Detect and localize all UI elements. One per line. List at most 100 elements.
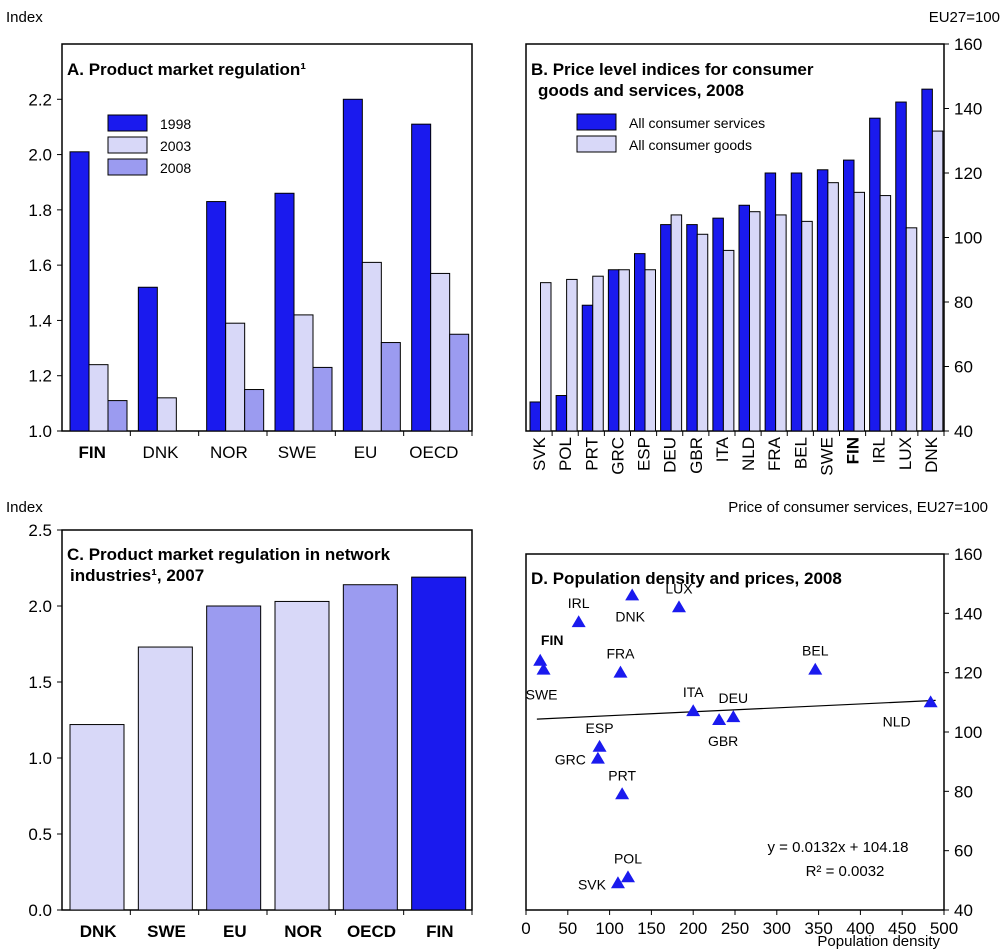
panel-d: Price of consumer services, EU27=100 D. … (521, 499, 988, 950)
panel-b-xtick-gbr: GBR (687, 437, 706, 474)
panel-b-bar-bel-goods (801, 220, 813, 432)
panel-d-label-dnk: DNK (615, 609, 645, 625)
panel-b-bar-deu-goods (670, 214, 683, 432)
panel-a-ytick-label: 1.8 (28, 201, 52, 220)
panel-b-xtick-svk: SVK (530, 436, 549, 471)
panel-d-xtick-label: 0 (521, 919, 530, 938)
panel-b-bar-grc-services (607, 269, 620, 432)
panel-a-bar-nor-2008 (244, 389, 265, 432)
panel-b-bar-gbr-goods (696, 233, 709, 432)
panel-d-label-gbr: GBR (708, 733, 738, 749)
panel-d-label-svk: SVK (578, 876, 607, 892)
panel-b-legend-label-goods: All consumer goods (629, 137, 752, 153)
panel-b-xtick-lux: LUX (896, 437, 915, 470)
panel-b-bar-nld-services (738, 204, 750, 432)
panel-a-ytick-label: 1.4 (28, 311, 52, 330)
panel-d-ytick-label: 160 (954, 545, 982, 564)
panel-b-xtick-irl: IRL (870, 437, 889, 463)
panel-c-xtick-dnk: DNK (80, 922, 118, 941)
panel-d-point-esp (592, 739, 607, 752)
panel-b-bar-gbr-services (686, 224, 698, 432)
panel-d-point-swe (536, 662, 551, 675)
panel-d-label-lux: LUX (665, 580, 693, 596)
panel-b-xtick-grc: GRC (608, 437, 627, 475)
panel-b-xtick-nld: NLD (739, 437, 758, 471)
panel-b-ytick-label: 40 (954, 422, 973, 441)
panel-b-bar-lux-goods (905, 227, 918, 432)
panel-a-legend-label-2008: 2008 (160, 160, 191, 176)
panel-d-point-svk (610, 876, 625, 889)
panel-b-bar-swe-services (816, 169, 829, 432)
panel-d-point-pol (620, 870, 635, 883)
panel-a-ytick-label: 1.0 (28, 422, 52, 441)
panel-d-label-irl: IRL (568, 595, 590, 611)
panel-c-xtick-oecd: OECD (347, 922, 396, 941)
panel-a-bar-eu-1998 (342, 98, 363, 432)
panel-d-label-fra: FRA (606, 646, 635, 662)
panel-c-ylabel: Index (6, 499, 43, 516)
panel-a-bar-fin-1998 (69, 151, 90, 432)
panel-a-ytick-label: 2.0 (28, 146, 52, 165)
panel-a-legend-swatch-1998 (107, 114, 148, 132)
panel-d-ytick-label: 100 (954, 723, 982, 742)
panel-a-bar-eu-2003 (361, 261, 382, 432)
panel-d-xtick-label: 350 (804, 919, 832, 938)
panel-a-xtick-oecd: OECD (409, 443, 458, 462)
panel-b-bar-svk-goods (540, 282, 552, 432)
panel-b-bar-fin-goods (853, 191, 865, 432)
panel-b-bar-svk-services (529, 401, 541, 432)
panel-a-ylabel: Index (6, 9, 43, 26)
panel-d-point-gbr (712, 713, 727, 726)
panel-a-legend-label-1998: 1998 (160, 116, 191, 132)
panel-d-point-fin (533, 653, 548, 666)
panel-b-bar-esp-services (634, 253, 646, 432)
panel-a-bar-oecd-2003 (430, 272, 451, 432)
panel-c-ytick-label: 2.5 (28, 521, 52, 540)
panel-d-point-ita (686, 704, 701, 717)
panel-c-bar-oecd (342, 584, 398, 911)
panel-b-bar-swe-goods (827, 182, 839, 432)
panel-d-point-nld (923, 695, 938, 708)
panel-c-bar-dnk (69, 724, 125, 911)
panel-c-xtick-fin: FIN (426, 922, 453, 941)
panel-b-ytick-label: 100 (954, 229, 982, 248)
panel-a-legend-label-2003: 2003 (160, 138, 191, 154)
panel-c-ytick-label: 0.5 (28, 825, 52, 844)
panel-d-label-esp: ESP (586, 720, 614, 736)
panel-a-bar-fin-2008 (107, 400, 128, 432)
panel-b-ytick-label: 120 (954, 164, 982, 183)
panel-d-ytick-label: 80 (954, 782, 973, 801)
panel-b-legend-swatch-services (576, 113, 617, 131)
panel-d-trendline (536, 699, 936, 720)
panel-b-bar-dnk-goods (931, 130, 944, 432)
panel-d-point-prt (615, 787, 630, 800)
panel-a-title: A. Product market regulation¹ (67, 60, 306, 79)
panel-b-bar-prt-goods (592, 275, 604, 432)
panel-a-bar-eu-2008 (380, 342, 401, 432)
panel-a-bar-dnk-2003 (156, 397, 177, 432)
panel-b-bar-irl-goods (879, 195, 892, 432)
panel-a-xtick-swe: SWE (278, 443, 317, 462)
panel-b-bar-bel-services (790, 172, 803, 432)
panel-b-xtick-bel: BEL (791, 437, 810, 469)
panel-c-bar-swe (137, 646, 193, 911)
panel-b-bar-ita-services (712, 217, 724, 432)
panel-a-xtick-eu: EU (354, 443, 378, 462)
panel-c: Index C. Product market regulation in ne… (6, 499, 473, 941)
panel-b-ytick-label: 80 (954, 293, 973, 312)
panel-b-xtick-esp: ESP (635, 437, 654, 471)
panel-d-label-swe: SWE (526, 687, 558, 703)
panel-c-title-line-1: C. Product market regulation in network (67, 545, 391, 564)
panel-d-xtick-label: 300 (763, 919, 791, 938)
panel-d-xtick-label: 50 (558, 919, 577, 938)
panel-a-ytick-label: 1.2 (28, 367, 52, 386)
panel-d-ytick-label: 120 (954, 664, 982, 683)
panel-c-ytick-label: 2.0 (28, 597, 52, 616)
panel-b-xtick-ita: ITA (713, 436, 732, 462)
panel-b-bar-pol-services (555, 395, 568, 432)
panel-a-ytick-label: 1.6 (28, 256, 52, 275)
panel-a-ytick-label: 2.2 (28, 90, 52, 109)
panel-b-bar-fra-goods (775, 214, 787, 432)
panel-a-bar-swe-2008 (312, 366, 333, 432)
